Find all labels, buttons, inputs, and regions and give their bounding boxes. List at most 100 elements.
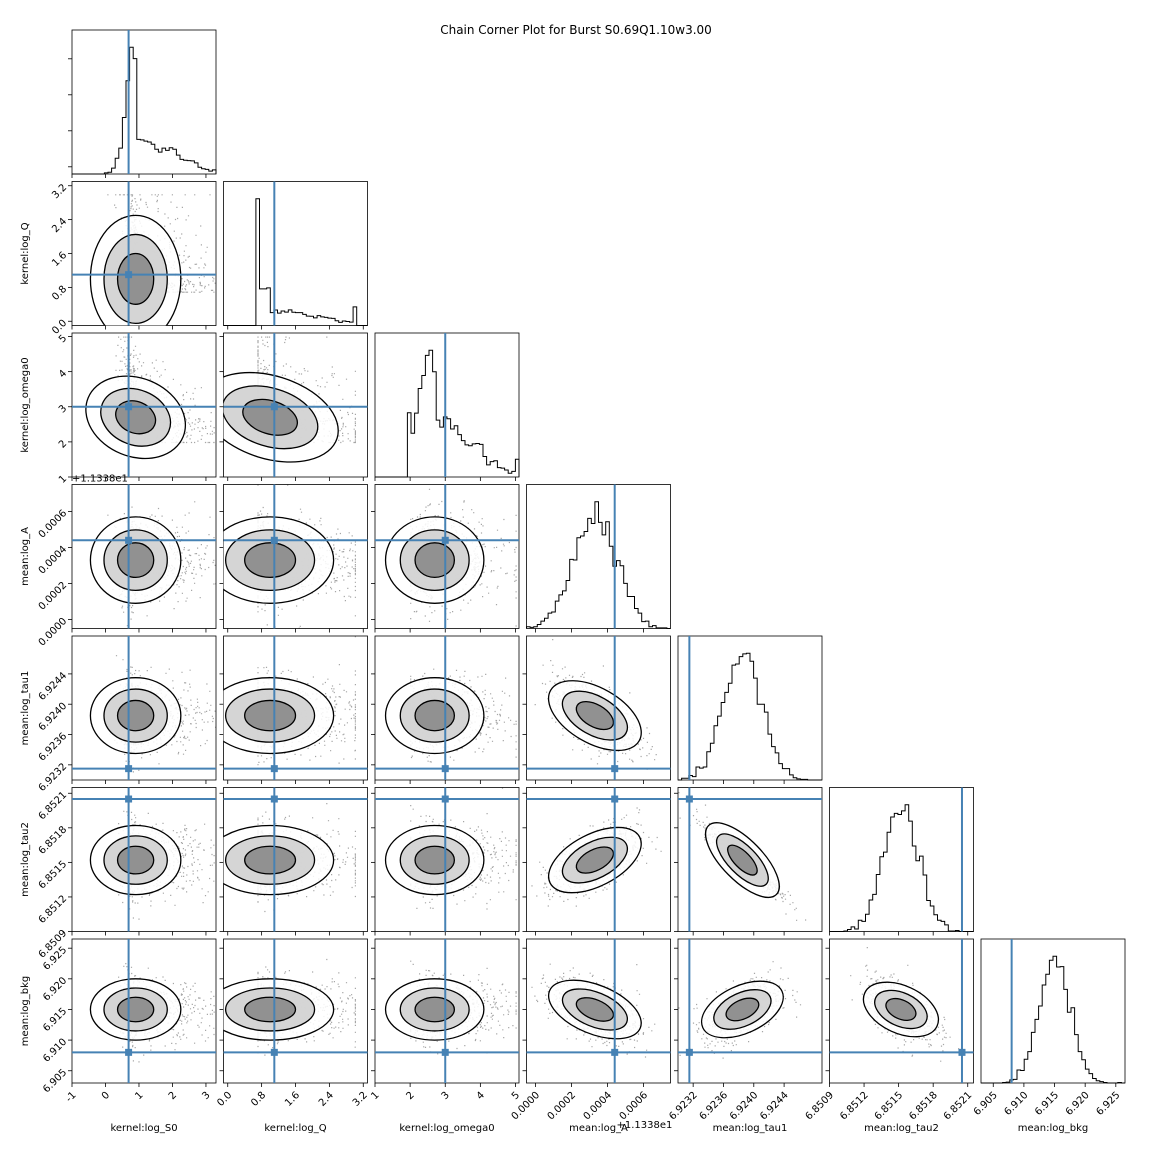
contour-level-3 bbox=[414, 699, 456, 732]
scatter-points bbox=[678, 939, 822, 1083]
x-axis-label: mean:log_tau1 bbox=[713, 1123, 788, 1134]
truth-marker bbox=[441, 795, 449, 803]
histogram-steps bbox=[72, 46, 217, 175]
contour-level-3 bbox=[116, 845, 155, 875]
y-offset-text: +1.1338e1 bbox=[72, 474, 128, 485]
scatter-panel-kernel:log_omega0-vs-kernel:log_Q bbox=[219, 332, 368, 481]
scatter-points bbox=[375, 787, 519, 932]
truth-marker bbox=[441, 536, 449, 544]
contour-level-3 bbox=[116, 996, 155, 1023]
scatter-panel-mean:log_tau2-vs-kernel:log_omega0 bbox=[371, 787, 520, 936]
scatter-points bbox=[72, 181, 216, 326]
x-tick-label: 6.8515 bbox=[873, 1090, 906, 1123]
truth-marker bbox=[611, 1048, 619, 1056]
x-tick-label: 6.9244 bbox=[758, 1090, 791, 1123]
y-axis-label: kernel:log_omega0 bbox=[20, 357, 31, 452]
x-axis-label: kernel:log_omega0 bbox=[399, 1123, 494, 1134]
x-tick-label: 0 bbox=[100, 1090, 112, 1102]
histogram-panel-mean:log_bkg: 6.905 6.910 6.915 6.920 6.925 bbox=[972, 938, 1126, 1118]
scatter-points bbox=[223, 787, 368, 932]
scatter-points bbox=[678, 787, 822, 932]
x-tick-label: 5 bbox=[510, 1090, 522, 1102]
x-tick-label: 1 bbox=[369, 1090, 381, 1102]
x-tick-label: 6.925 bbox=[1094, 1090, 1122, 1118]
x-tick-label: 0.0 bbox=[215, 1090, 234, 1109]
x-tick-label: 0.0004 bbox=[582, 1090, 615, 1123]
scatter-panel-mean:log_tau2-vs-mean:log_tau1 bbox=[674, 787, 823, 936]
truth-marker bbox=[125, 1048, 133, 1056]
scatter-points bbox=[375, 484, 519, 629]
scatter-points bbox=[223, 484, 368, 629]
y-axis-label: kernel:log_Q bbox=[20, 222, 31, 284]
x-offset-text: +1.1338e1 bbox=[617, 1120, 673, 1131]
scatter-panel-kernel:log_omega0-vs-kernel:log_S0: 1 2 3 4 5 bbox=[57, 332, 217, 486]
histogram-panel-kernel:log_S0 bbox=[68, 29, 217, 178]
x-tick-label: 6.905 bbox=[972, 1090, 1000, 1118]
x-tick-label: 6.8509 bbox=[804, 1090, 837, 1123]
y-tick-label: 6.9236 bbox=[37, 731, 70, 764]
truth-marker bbox=[125, 795, 133, 803]
x-tick-label: 2 bbox=[167, 1090, 179, 1102]
contour-level-3 bbox=[575, 846, 615, 874]
scatter-points bbox=[72, 787, 216, 932]
truth-marker bbox=[441, 765, 449, 773]
x-tick-label: 3.2 bbox=[351, 1090, 370, 1109]
x-tick-label: -1 bbox=[64, 1090, 79, 1105]
y-axis-label: mean:log_A bbox=[20, 527, 31, 586]
histogram-panel-mean:log_tau2 bbox=[829, 787, 974, 936]
scatter-panel-mean:log_tau1-vs-kernel:log_omega0 bbox=[371, 635, 520, 784]
truth-marker bbox=[611, 765, 619, 773]
histogram-panel-mean:log_tau1 bbox=[677, 635, 823, 784]
x-axis-label: mean:log_A bbox=[569, 1123, 628, 1134]
y-tick-label: 0.8 bbox=[50, 284, 69, 303]
histogram-steps bbox=[223, 198, 368, 326]
truth-marker bbox=[685, 1048, 693, 1056]
x-tick-label: 0.8 bbox=[249, 1090, 268, 1109]
y-axis-label: mean:log_tau1 bbox=[20, 671, 31, 746]
histogram-panel-kernel:log_Q bbox=[223, 181, 368, 330]
y-tick-label: 3 bbox=[57, 403, 69, 415]
contour-level-3 bbox=[116, 699, 155, 732]
contour-level-3 bbox=[414, 542, 456, 579]
truth-marker bbox=[125, 403, 133, 411]
y-axis-label: mean:log_bkg bbox=[20, 976, 31, 1046]
contour-level-3 bbox=[244, 996, 297, 1023]
x-tick-label: 6.9232 bbox=[667, 1090, 700, 1123]
panel-frame bbox=[980, 938, 1126, 1084]
y-tick-label: 0.0004 bbox=[37, 544, 70, 577]
truth-marker bbox=[270, 403, 278, 411]
scatter-points bbox=[72, 939, 216, 1083]
truth-marker bbox=[125, 271, 133, 279]
histogram-steps bbox=[829, 804, 974, 932]
panel-frame bbox=[71, 29, 217, 175]
scatter-points bbox=[526, 939, 671, 1083]
panel-frame bbox=[223, 181, 368, 326]
scatter-panel-mean:log_bkg-vs-mean:log_tau2: 6.8509 6.8512 6.8515 6.8518 6.8521 bbox=[804, 938, 974, 1123]
contour-level-3 bbox=[725, 997, 760, 1022]
contour-level-3 bbox=[885, 997, 917, 1022]
contour-level-3 bbox=[727, 844, 758, 876]
scatter-panel-mean:log_bkg-vs-kernel:log_Q: 0.0 0.8 1.6 2.4 3.2 bbox=[215, 938, 370, 1109]
scatter-panel-mean:log_bkg-vs-kernel:log_omega0: 1 2 3 4 5 bbox=[369, 938, 522, 1102]
x-axis-label: kernel:log_S0 bbox=[110, 1123, 177, 1134]
scatter-points bbox=[223, 333, 368, 477]
y-tick-label: 6.905 bbox=[41, 1067, 69, 1095]
y-tick-label: 6.920 bbox=[41, 975, 69, 1003]
y-tick-label: 3.2 bbox=[50, 182, 69, 201]
scatter-points bbox=[375, 939, 519, 1083]
scatter-points bbox=[526, 787, 671, 932]
contour-level-3 bbox=[414, 996, 456, 1023]
truth-marker bbox=[125, 536, 133, 544]
scatter-points bbox=[829, 939, 974, 1083]
x-tick-label: 2 bbox=[404, 1090, 416, 1102]
panel-grid: 0.0 0.8 1.6 2.4 3.2 kernel:log_Q 1 2 3 4 5 kernel:l… bbox=[20, 29, 1126, 1134]
truth-marker bbox=[270, 765, 278, 773]
y-tick-label: 1.6 bbox=[50, 250, 69, 269]
y-tick-label: 0.0000 bbox=[37, 616, 70, 649]
truth-marker bbox=[270, 795, 278, 803]
scatter-panel-mean:log_tau1-vs-kernel:log_Q bbox=[219, 635, 368, 784]
scatter-panel-mean:log_tau2-vs-kernel:log_Q bbox=[219, 787, 368, 936]
